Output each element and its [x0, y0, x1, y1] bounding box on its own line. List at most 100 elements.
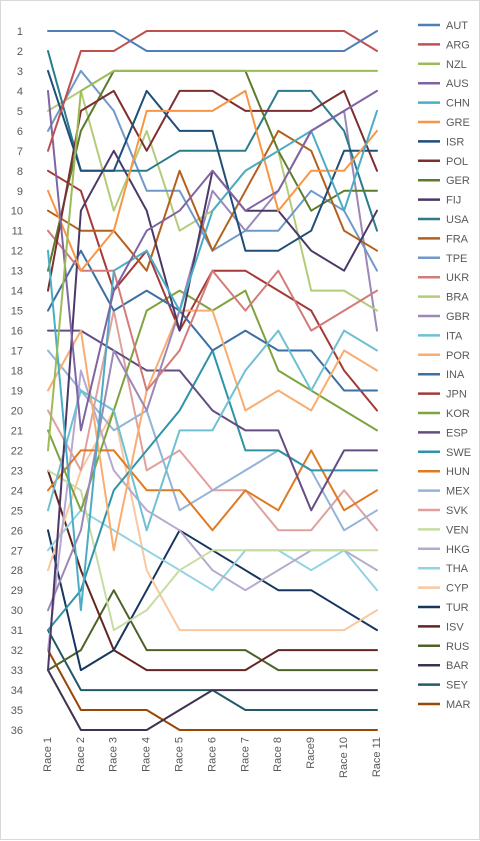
legend-label: TUR [446, 602, 469, 614]
x-tick-label: Race 3 [108, 737, 120, 772]
y-tick-label: 1 [17, 26, 23, 38]
legend-label: SVK [446, 505, 469, 517]
legend-label: ISR [446, 136, 464, 148]
legend-label: AUT [446, 20, 468, 32]
y-tick-label: 19 [11, 385, 23, 397]
legend-label: SEY [446, 680, 469, 692]
y-tick-label: 8 [17, 166, 23, 178]
legend-item-ita: ITA [418, 330, 463, 342]
y-tick-label: 36 [11, 725, 23, 737]
series-line-cyp [47, 409, 378, 632]
legend-item-svk: SVK [418, 505, 469, 517]
y-tick-label: 18 [11, 366, 23, 378]
legend-label: THA [446, 563, 469, 575]
x-tick-label: Race 6 [206, 737, 218, 772]
legend-label: TPE [446, 253, 467, 265]
legend-item-fij: FIJ [418, 195, 461, 207]
series-line-aus [47, 89, 378, 432]
y-tick-label: 5 [17, 106, 23, 118]
legend-item-cyp: CYP [418, 583, 469, 595]
legend-label: UKR [446, 272, 469, 284]
series-line-aut [47, 30, 378, 52]
series-line-chn [47, 109, 378, 612]
series-line-nzl [47, 69, 378, 452]
legend-item-ina: INA [418, 369, 465, 381]
y-tick-label: 16 [11, 326, 23, 338]
legend-item-por: POR [418, 350, 470, 362]
series-line-mar [47, 649, 378, 731]
y-tick-label: 6 [17, 126, 23, 138]
y-tick-label: 32 [11, 645, 23, 657]
axis-layer: 1234567891011121314151617181920212223242… [11, 26, 383, 778]
legend-item-usa: USA [418, 214, 469, 226]
legend-label: ARG [446, 39, 470, 51]
x-tick-label: Race 10 [338, 737, 350, 778]
series-line-bar [47, 669, 378, 731]
y-tick-label: 22 [11, 445, 23, 457]
legend-label: GER [446, 175, 470, 187]
legend: AUT ARG NZL AUS CHN GRE ISR POL GER FIJ USA FRA TPE U… [418, 20, 471, 711]
legend-label: MEX [446, 486, 471, 498]
legend-item-gre: GRE [418, 117, 470, 129]
legend-item-mar: MAR [418, 699, 471, 711]
legend-item-tur: TUR [418, 602, 469, 614]
y-tick-label: 26 [11, 525, 23, 537]
legend-label: GBR [446, 311, 470, 323]
x-tick-label: Race 1 [42, 737, 54, 772]
series-line-ukr [47, 229, 378, 392]
y-tick-label: 23 [11, 465, 23, 477]
legend-item-esp: ESP [418, 427, 468, 439]
legend-label: SWE [446, 447, 471, 459]
legend-item-arg: ARG [418, 39, 470, 51]
series-line-arg [47, 30, 378, 152]
x-tick-label: Race 7 [239, 737, 251, 772]
series-line-fra [47, 129, 378, 272]
y-tick-label: 14 [11, 286, 23, 298]
legend-item-tha: THA [418, 563, 469, 575]
legend-item-hun: HUN [418, 466, 470, 478]
series-line-isr [47, 69, 378, 252]
legend-item-chn: CHN [418, 98, 470, 110]
y-tick-label: 3 [17, 66, 23, 78]
legend-label: BRA [446, 292, 469, 304]
y-tick-label: 4 [17, 86, 23, 98]
legend-label: KOR [446, 408, 470, 420]
y-tick-label: 2 [17, 46, 23, 58]
y-tick-label: 25 [11, 505, 23, 517]
legend-item-isr: ISR [418, 136, 464, 148]
series-line-isv [47, 469, 378, 672]
y-tick-label: 33 [11, 665, 23, 677]
y-tick-label: 13 [11, 266, 23, 278]
legend-item-nzl: NZL [418, 59, 467, 71]
y-tick-label: 35 [11, 705, 23, 717]
legend-label: FRA [446, 233, 469, 245]
legend-item-aut: AUT [418, 20, 468, 32]
legend-label: MAR [446, 699, 471, 711]
series-line-esp [47, 329, 378, 512]
legend-label: GRE [446, 117, 470, 129]
y-tick-label: 7 [17, 146, 23, 158]
legend-label: FIJ [446, 195, 461, 207]
legend-label: VEN [446, 524, 469, 536]
y-tick-label: 27 [11, 545, 23, 557]
y-tick-label: 34 [11, 685, 23, 697]
legend-item-pol: POL [418, 156, 468, 168]
legend-label: INA [446, 369, 465, 381]
legend-item-jpn: JPN [418, 389, 467, 401]
series-layer [47, 30, 378, 731]
x-tick-label: Race 4 [141, 737, 153, 772]
legend-item-ven: VEN [418, 524, 469, 536]
legend-item-ukr: UKR [418, 272, 469, 284]
series-line-ina [47, 249, 378, 392]
legend-label: HUN [446, 466, 470, 478]
legend-item-rus: RUS [418, 641, 469, 653]
legend-item-isv: ISV [418, 621, 464, 633]
legend-item-bar: BAR [418, 660, 469, 672]
y-tick-label: 9 [17, 186, 23, 198]
y-tick-label: 11 [12, 226, 23, 238]
legend-label: CYP [446, 583, 469, 595]
y-tick-label: 24 [11, 485, 23, 497]
series-line-ita [47, 329, 378, 532]
